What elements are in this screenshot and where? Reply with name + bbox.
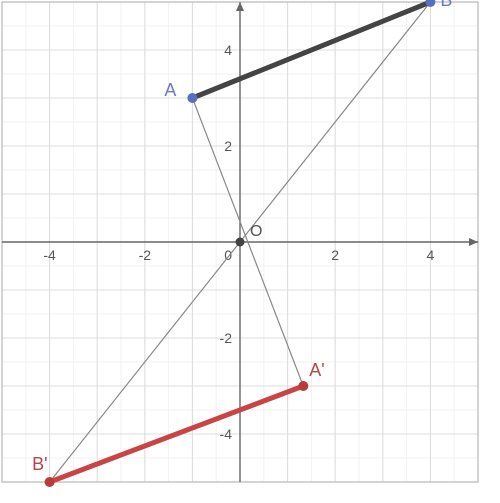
y-tick-label: -2: [220, 330, 233, 346]
point-Bp: [45, 477, 55, 487]
point-label-Ap: A': [309, 360, 324, 380]
point-label-B: B: [440, 0, 452, 10]
point-label-A: A: [164, 80, 176, 100]
x-tick-label: 4: [427, 247, 435, 263]
geometry-plot: -4-224-4-2240ABOA'B': [0, 0, 500, 503]
x-tick-label: -4: [43, 247, 56, 263]
x-tick-label: -2: [139, 247, 152, 263]
point-label-O: O: [250, 223, 262, 240]
y-tick-label: 2: [224, 138, 232, 154]
point-A: [187, 93, 197, 103]
y-tick-label: -4: [220, 426, 233, 442]
x-tick-label: 2: [331, 247, 339, 263]
point-O: [236, 238, 245, 247]
plot-svg: -4-224-4-2240ABOA'B': [0, 0, 500, 503]
point-label-Bp: B': [32, 454, 47, 474]
point-Ap: [298, 381, 308, 391]
y-tick-label: 4: [224, 42, 232, 58]
